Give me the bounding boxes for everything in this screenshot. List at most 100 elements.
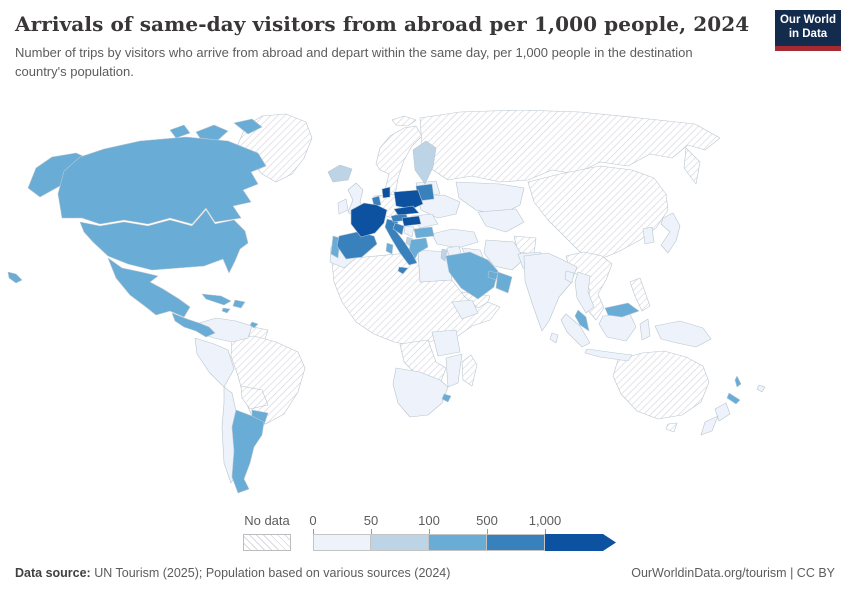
- map-region-ukraine[interactable]: [417, 194, 461, 219]
- owid-url-license-link[interactable]: OurWorldinData.org/tourism | CC BY: [631, 566, 835, 580]
- map-region-new-zealand[interactable]: [700, 402, 731, 436]
- map-region-usa[interactable]: [79, 209, 249, 274]
- owid-logo[interactable]: Our World in Data: [775, 10, 841, 51]
- map-region-japan[interactable]: [660, 212, 681, 254]
- map-region-ireland[interactable]: [337, 198, 349, 215]
- legend-bin-500-1000[interactable]: [487, 534, 545, 551]
- map-region-central-america[interactable]: [171, 312, 216, 338]
- world-choropleth-map: [7, 110, 766, 494]
- map-region-serbia[interactable]: [403, 225, 415, 238]
- map-region-oman[interactable]: [495, 271, 513, 294]
- map-region-tanzania[interactable]: [431, 329, 461, 357]
- legend-no-data-swatch[interactable]: [243, 534, 291, 551]
- map-region-denmark[interactable]: [381, 186, 391, 199]
- map-region-hungary[interactable]: [401, 215, 422, 227]
- legend-tick-mark: [487, 529, 488, 534]
- map-region-sulawesi[interactable]: [639, 318, 651, 341]
- data-source-text: Data source: UN Tourism (2025); Populati…: [15, 566, 450, 580]
- legend-tick-mark: [313, 529, 314, 534]
- map-region-tasmania[interactable]: [665, 422, 678, 433]
- legend-bin-0-50[interactable]: [313, 534, 371, 551]
- map-region-israel-lebanon[interactable]: [440, 248, 448, 262]
- map-region-kamchatka[interactable]: [683, 147, 701, 185]
- legend-tick-label: 50: [363, 513, 379, 528]
- map-region-egypt[interactable]: [417, 249, 453, 283]
- map-region-madagascar[interactable]: [461, 354, 478, 387]
- legend-tick-label: 100: [418, 513, 440, 528]
- data-source-label: Data source:: [15, 566, 91, 580]
- map-region-france[interactable]: [350, 202, 388, 238]
- map-region-bangladesh[interactable]: [564, 270, 575, 284]
- map-region-central-africa[interactable]: [399, 339, 447, 385]
- map-region-fiji[interactable]: [756, 384, 766, 393]
- owid-logo-line2: in Data: [788, 28, 828, 40]
- map-region-ecuador-peru[interactable]: [194, 337, 235, 388]
- legend-tick-mark: [371, 529, 372, 534]
- legend-no-data-label: No data: [244, 513, 290, 528]
- map-region-vanuatu[interactable]: [734, 375, 742, 388]
- legend-scale: 0 50 100 500 1,000: [309, 512, 633, 558]
- map-region-sardinia[interactable]: [385, 242, 394, 255]
- page-title: Arrivals of same-day visitors from abroa…: [15, 12, 750, 36]
- legend-tick-label: 0: [309, 513, 317, 528]
- map-region-trinidad[interactable]: [249, 321, 259, 329]
- map-region-india[interactable]: [523, 252, 578, 332]
- map-region-mozambique[interactable]: [445, 353, 463, 388]
- map-region-canada-arctic-islands[interactable]: [169, 118, 263, 141]
- map-region-hispaniola[interactable]: [232, 299, 246, 309]
- map-region-mexico[interactable]: [107, 257, 191, 318]
- header: Arrivals of same-day visitors from abroa…: [15, 12, 755, 82]
- map-region-benelux[interactable]: [371, 195, 382, 207]
- legend-tick-label: 1,000: [528, 513, 562, 528]
- map-region-central-asia[interactable]: [477, 208, 525, 233]
- map-region-norway-sweden[interactable]: [375, 125, 423, 197]
- map-region-uae-qatar[interactable]: [487, 270, 499, 281]
- map-region-jamaica[interactable]: [221, 307, 231, 314]
- map-region-bulgaria[interactable]: [413, 226, 435, 239]
- legend-tick-mark: [429, 529, 430, 534]
- legend-bin-50-100[interactable]: [371, 534, 429, 551]
- data-source-detail: UN Tourism (2025); Population based on v…: [90, 566, 451, 580]
- map-region-malaysia-borneo[interactable]: [604, 302, 640, 318]
- map-region-papua[interactable]: [654, 320, 712, 348]
- map-region-malaysia-peninsula[interactable]: [574, 309, 590, 332]
- map-region-svalbard[interactable]: [391, 115, 417, 127]
- map-region-hawaii[interactable]: [7, 271, 23, 284]
- map-region-czech-slovakia[interactable]: [393, 205, 420, 216]
- map-region-thailand[interactable]: [574, 271, 595, 314]
- map-region-saudi-arabia[interactable]: [445, 251, 499, 300]
- map-region-eswatini[interactable]: [441, 393, 452, 403]
- map-region-new-caledonia[interactable]: [726, 392, 741, 405]
- map-region-java[interactable]: [584, 348, 633, 362]
- map-region-sicily[interactable]: [397, 266, 409, 275]
- legend-bin-1000+[interactable]: [545, 534, 616, 551]
- page-subtitle: Number of trips by visitors who arrive f…: [15, 45, 693, 79]
- map-region-slovenia-croatia[interactable]: [392, 222, 405, 236]
- map-region-iceland[interactable]: [327, 164, 353, 183]
- map-region-philippines[interactable]: [629, 277, 651, 312]
- map-region-argentina[interactable]: [231, 409, 265, 494]
- legend-bin-100-500[interactable]: [429, 534, 487, 551]
- map-region-canada[interactable]: [57, 136, 267, 225]
- map-region-sri-lanka[interactable]: [549, 332, 559, 344]
- map-region-bolivia[interactable]: [240, 385, 269, 410]
- map-region-sumatra[interactable]: [560, 313, 591, 348]
- map-region-australia[interactable]: [612, 350, 710, 420]
- map-region-southern-africa[interactable]: [392, 367, 449, 418]
- map-region-iran[interactable]: [483, 239, 525, 271]
- map-region-china-mongolia[interactable]: [527, 165, 669, 261]
- legend-tick-mark: [545, 529, 546, 534]
- map-region-russia[interactable]: [419, 110, 721, 183]
- map-region-finland[interactable]: [412, 140, 437, 185]
- map-region-borneo[interactable]: [598, 313, 637, 342]
- map-region-turkey[interactable]: [431, 228, 479, 249]
- map-region-spain[interactable]: [336, 231, 378, 260]
- map-region-ethiopia[interactable]: [451, 299, 479, 320]
- legend-tick-label: 500: [476, 513, 498, 528]
- map-region-brazil[interactable]: [230, 335, 306, 425]
- map-region-poland[interactable]: [393, 189, 424, 210]
- footer: Data source: UN Tourism (2025); Populati…: [15, 566, 835, 580]
- map-region-cuba[interactable]: [201, 293, 232, 306]
- map-region-korea[interactable]: [642, 226, 655, 245]
